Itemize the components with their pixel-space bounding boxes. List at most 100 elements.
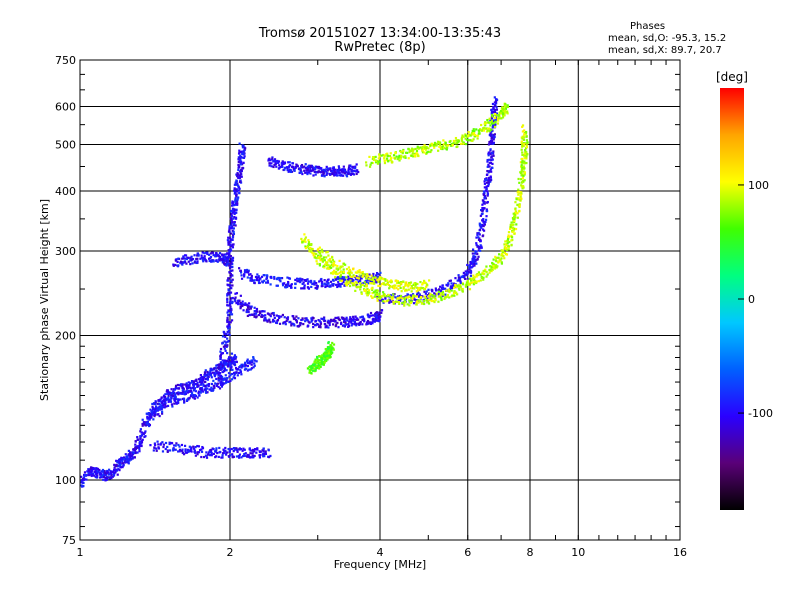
- data-point: [235, 188, 238, 191]
- data-point: [256, 448, 259, 451]
- data-point: [486, 201, 489, 204]
- data-point: [129, 452, 132, 455]
- data-point: [108, 473, 111, 476]
- data-point: [423, 151, 426, 154]
- data-point: [415, 152, 418, 155]
- data-point: [223, 363, 226, 366]
- data-point: [277, 160, 281, 163]
- data-point: [371, 277, 374, 280]
- data-point: [230, 259, 234, 262]
- data-point: [321, 258, 324, 261]
- data-point: [484, 127, 487, 130]
- data-point: [253, 313, 256, 317]
- data-point: [249, 449, 252, 452]
- data-point: [304, 245, 307, 248]
- data-point: [354, 289, 357, 292]
- data-point: [402, 149, 405, 153]
- data-point: [226, 301, 229, 304]
- data-point: [330, 266, 333, 269]
- data-point: [420, 147, 423, 150]
- data-point: [225, 333, 228, 336]
- data-point: [355, 322, 358, 325]
- data-point: [112, 473, 115, 476]
- data-point: [210, 386, 213, 389]
- data-point: [327, 341, 330, 344]
- data-point: [444, 142, 447, 145]
- data-point: [448, 140, 451, 143]
- data-point: [461, 290, 464, 293]
- data-point: [332, 343, 336, 346]
- data-point: [376, 299, 379, 302]
- data-point: [352, 315, 355, 318]
- data-point: [155, 447, 158, 450]
- data-point: [299, 321, 302, 325]
- data-point: [225, 369, 228, 372]
- data-point: [318, 367, 321, 370]
- data-point: [319, 365, 322, 368]
- data-point: [187, 381, 190, 384]
- data-point: [293, 169, 296, 172]
- data-point: [322, 317, 326, 320]
- data-point: [231, 204, 234, 207]
- data-point: [327, 264, 330, 267]
- data-point: [479, 239, 482, 243]
- data-point: [354, 284, 357, 287]
- data-point: [352, 282, 355, 285]
- data-point: [230, 213, 233, 216]
- data-point: [371, 296, 374, 299]
- data-point: [473, 279, 477, 283]
- data-point: [495, 102, 498, 105]
- data-point: [468, 277, 472, 280]
- data-point: [223, 255, 227, 258]
- x-tick-label: 1: [77, 546, 84, 559]
- data-point: [451, 284, 455, 287]
- data-point: [525, 157, 528, 160]
- data-point: [208, 388, 211, 391]
- data-point: [375, 315, 378, 318]
- data-point: [490, 130, 493, 133]
- data-point: [334, 316, 337, 319]
- data-point: [211, 371, 215, 374]
- data-point: [510, 239, 513, 242]
- data-point: [489, 139, 492, 143]
- data-point: [217, 385, 220, 389]
- data-point: [407, 295, 410, 298]
- data-point: [489, 152, 492, 156]
- data-point: [521, 144, 524, 147]
- data-point: [229, 291, 233, 294]
- data-point: [223, 362, 227, 365]
- data-point: [209, 369, 212, 373]
- data-point: [355, 324, 358, 327]
- data-point: [247, 454, 250, 457]
- data-point: [495, 106, 498, 109]
- data-point: [277, 276, 280, 280]
- data-point: [339, 174, 343, 177]
- data-point: [185, 262, 188, 265]
- data-point: [480, 276, 483, 279]
- data-point: [417, 301, 420, 304]
- data-point: [335, 172, 338, 175]
- data-point: [304, 167, 307, 170]
- data-point: [433, 146, 436, 149]
- data-point: [404, 300, 407, 304]
- data-point: [492, 263, 495, 266]
- data-point: [154, 402, 157, 405]
- data-point: [252, 356, 255, 359]
- data-point: [417, 295, 421, 298]
- data-point: [282, 162, 285, 165]
- data-point: [520, 197, 523, 200]
- data-point: [499, 110, 503, 113]
- data-point: [221, 342, 224, 345]
- data-point: [495, 98, 498, 101]
- data-point: [255, 360, 258, 363]
- data-point: [136, 445, 139, 448]
- data-point: [116, 473, 119, 476]
- data-point: [198, 448, 202, 452]
- data-point: [231, 300, 234, 303]
- data-point: [246, 453, 249, 457]
- data-point: [168, 442, 171, 446]
- data-point: [247, 269, 250, 272]
- data-point: [251, 452, 254, 455]
- data-point: [331, 278, 335, 281]
- data-point: [326, 278, 330, 282]
